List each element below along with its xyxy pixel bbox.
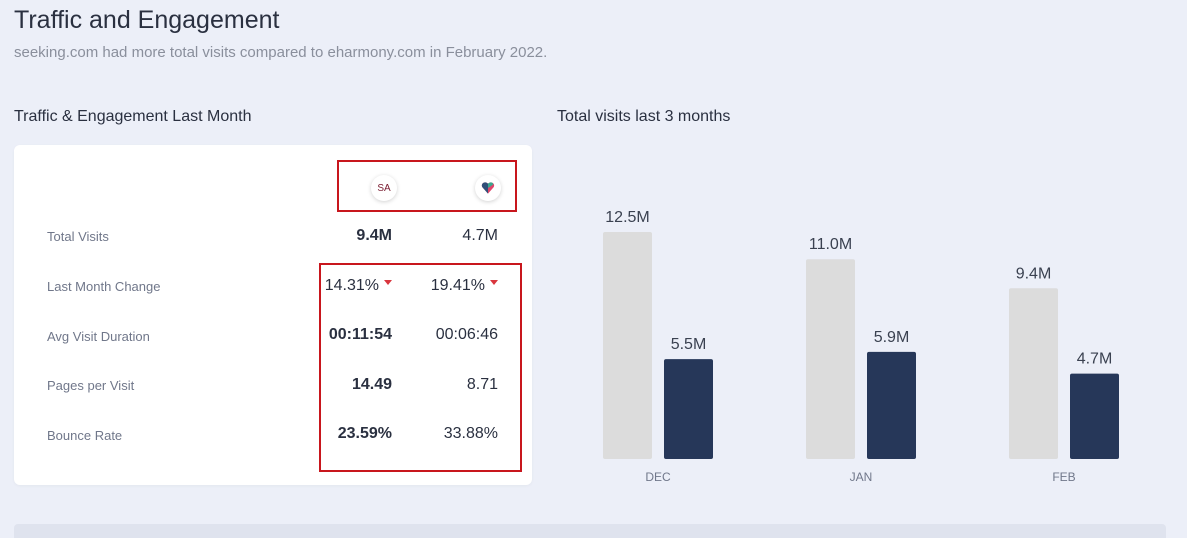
bar-value-label: 4.7M [1077,351,1113,368]
bar-value-label: 12.5M [605,209,649,226]
visits-chart-title: Total visits last 3 months [557,108,731,125]
bar-value-label: 5.9M [874,329,910,346]
page-subtitle: seeking.com had more total visits compar… [14,44,548,61]
bar-feb-series-1[interactable] [1009,288,1058,459]
eharmony-heart-icon[interactable] [475,175,501,201]
bar-dec-series-1[interactable] [603,232,652,459]
engagement-card: SA Total Visits 9.4M 4.7M Last Month Cha… [14,145,532,485]
metric-values-highlight [319,263,522,472]
bounce-rate-site-a: 23.59% [337,425,392,442]
change-value: 19.41% [430,277,485,294]
x-tick-label: JAN [850,470,873,484]
seeking-logo-text: SA [377,182,391,194]
seeking-logo-icon[interactable]: SA [371,175,397,201]
avg-visit-duration-site-b: 00:06:46 [435,326,498,343]
change-value: 14.31% [324,277,379,294]
last-month-change-site-a: 14.31% [272,277,392,295]
x-tick-label: FEB [1052,470,1075,484]
heart-icon [481,182,495,194]
site-logos-highlight: SA [337,160,517,212]
visits-bar-chart: 12.5M 5.5M DEC 11.0M 5.9M JAN 9.4M 4.7M FEB [603,209,1119,484]
engagement-section-title: Traffic & Engagement Last Month [14,108,252,125]
bar-feb-series-2[interactable] [1070,373,1119,459]
metric-label-bounce-rate: Bounce Rate [47,428,123,443]
x-tick-label: DEC [645,470,671,484]
bar-jan-series-1[interactable] [806,259,855,459]
bar-dec-series-2[interactable] [664,359,713,459]
page-title: Traffic and Engagement [14,6,280,34]
metric-label-total-visits: Total Visits [47,229,109,244]
bar-value-label: 11.0M [809,236,852,253]
bounce-rate-site-b: 33.88% [443,425,498,442]
trend-down-icon [384,280,392,286]
bar-value-label: 9.4M [1016,265,1052,282]
total-visits-site-b: 4.7M [462,227,498,244]
pages-per-visit-site-a: 14.49 [351,376,392,393]
metric-label-avg-visit-duration: Avg Visit Duration [47,329,150,344]
total-visits-site-a: 9.4M [356,227,392,244]
metric-label-last-month-change: Last Month Change [47,279,161,294]
next-section-strip [14,524,1166,538]
avg-visit-duration-site-a: 00:11:54 [328,326,392,343]
bar-value-label: 5.5M [671,336,707,353]
metric-label-pages-per-visit: Pages per Visit [47,378,135,393]
trend-down-icon [490,280,498,286]
pages-per-visit-site-b: 8.71 [466,376,498,393]
bar-jan-series-2[interactable] [867,351,916,459]
last-month-change-site-b: 19.41% [378,277,498,295]
